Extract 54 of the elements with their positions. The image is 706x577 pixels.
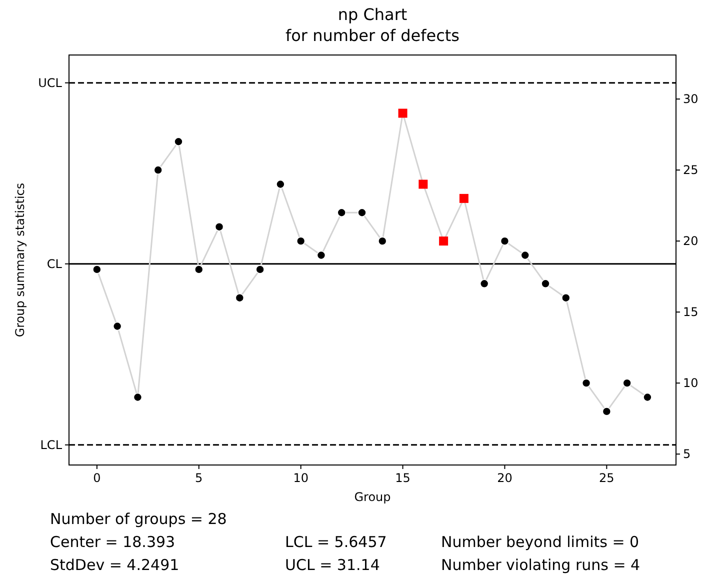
point xyxy=(214,222,224,232)
chart-subtitle: for number of defects xyxy=(285,26,460,45)
point xyxy=(112,322,122,331)
point xyxy=(358,208,366,218)
point xyxy=(602,407,612,416)
text: Number beyond limits = 0 xyxy=(441,533,640,551)
x-tick-label: 5 xyxy=(195,471,203,485)
x-tick-label: 25 xyxy=(599,471,614,485)
y-tick-label: 10 xyxy=(683,376,698,390)
point xyxy=(296,236,306,246)
point xyxy=(154,166,163,174)
text: Number of groups = 28 xyxy=(50,510,227,528)
text: LCL = 5.6457 xyxy=(285,533,387,551)
text: Number violating runs = 4 xyxy=(441,556,640,574)
point xyxy=(439,236,448,246)
point xyxy=(276,180,285,189)
ref-line-label: CL xyxy=(46,256,62,271)
x-tick-label: 0 xyxy=(93,471,101,485)
point xyxy=(194,265,204,274)
point xyxy=(541,279,550,288)
point xyxy=(256,265,264,274)
point xyxy=(174,137,183,146)
point xyxy=(316,250,326,260)
point xyxy=(92,265,102,274)
y-axis-title: Group summary statistics xyxy=(13,182,27,338)
x-axis-title: Group xyxy=(354,490,391,504)
y-tick-label: 20 xyxy=(683,234,698,248)
chart-title: np Chart xyxy=(338,5,408,24)
ref-line-label: UCL xyxy=(38,76,62,90)
text: Center = 18.393 xyxy=(50,533,176,551)
point xyxy=(582,378,591,388)
text: StdDev = 4.2491 xyxy=(50,556,180,574)
x-tick-label: 10 xyxy=(293,471,308,485)
y-tick-label: 25 xyxy=(683,163,698,178)
point xyxy=(133,392,142,402)
point xyxy=(622,378,632,388)
ref-line-label: LCL xyxy=(40,438,62,452)
point xyxy=(337,208,346,218)
point xyxy=(378,236,387,246)
y-tick-label: 30 xyxy=(683,92,698,106)
x-tick-label: 15 xyxy=(395,471,410,485)
y-tick-label: 15 xyxy=(683,305,698,320)
point xyxy=(643,392,652,402)
text: UCL = 31.14 xyxy=(285,556,380,574)
point xyxy=(500,236,510,246)
point xyxy=(459,194,468,203)
point xyxy=(520,250,530,260)
point xyxy=(418,180,428,189)
point xyxy=(480,279,489,288)
y-tick-label: 5 xyxy=(683,447,691,462)
point xyxy=(235,293,244,302)
point xyxy=(561,293,570,302)
x-tick-label: 20 xyxy=(497,471,512,485)
point xyxy=(398,108,408,118)
